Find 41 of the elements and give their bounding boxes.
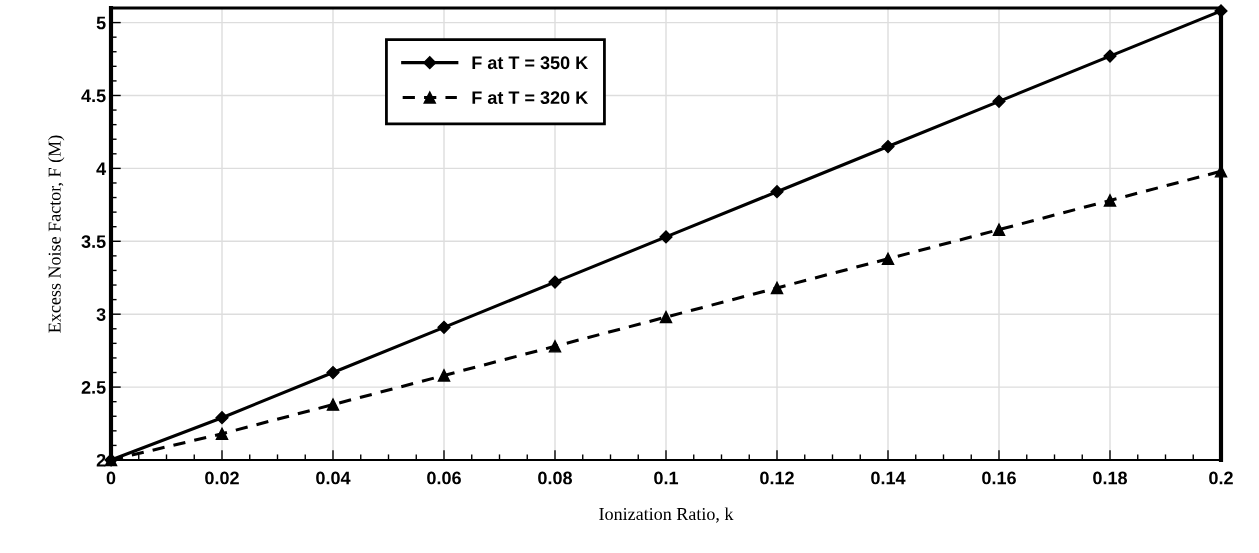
y-tick-label: 3.5 [81, 235, 106, 249]
y-tick-label: 4 [96, 162, 107, 175]
x-tick-label: 0.04 [316, 471, 351, 485]
point [659, 230, 673, 244]
x-tick-label: 0.2 [1209, 471, 1233, 485]
point [326, 398, 340, 411]
point [770, 281, 784, 295]
point [215, 427, 229, 441]
x-tick-label: 0.06 [427, 471, 461, 485]
y-axis-title: Excess Noise Factor, F (M) [48, 135, 65, 333]
point [881, 139, 895, 154]
y-tick-label: 2.5 [81, 381, 106, 394]
point [881, 252, 895, 266]
point [1103, 194, 1117, 207]
x-tick-label: 0.08 [538, 471, 573, 485]
x-tick-label: 0.16 [982, 471, 1016, 485]
point [659, 310, 673, 324]
y-tick-label: 3 [96, 308, 106, 321]
point [992, 223, 1006, 236]
point [215, 411, 229, 425]
point [992, 94, 1006, 108]
point [548, 340, 562, 353]
point [548, 275, 562, 289]
point [1103, 49, 1117, 63]
x-tick-label: 0.12 [760, 471, 794, 485]
x-axis-title: Ionization Ratio, k [599, 507, 734, 523]
x-tick-label: 0.02 [205, 471, 239, 485]
y-tick-label: 5 [96, 16, 106, 30]
point [326, 365, 340, 380]
point [437, 369, 451, 382]
x-tick-label: 0.1 [654, 471, 679, 485]
point [437, 320, 451, 334]
y-tick-label: 4.5 [81, 89, 106, 103]
x-tick-label: 0 [106, 471, 116, 485]
legend-label: F at T = 350 K [472, 56, 589, 70]
x-tick-label: 0.18 [1093, 471, 1128, 485]
legend-label: F at T = 320 K [472, 91, 589, 105]
y-tick-label: 2 [96, 453, 106, 467]
x-tick-label: 0.14 [871, 471, 906, 485]
point [770, 185, 784, 199]
point [1214, 4, 1228, 18]
